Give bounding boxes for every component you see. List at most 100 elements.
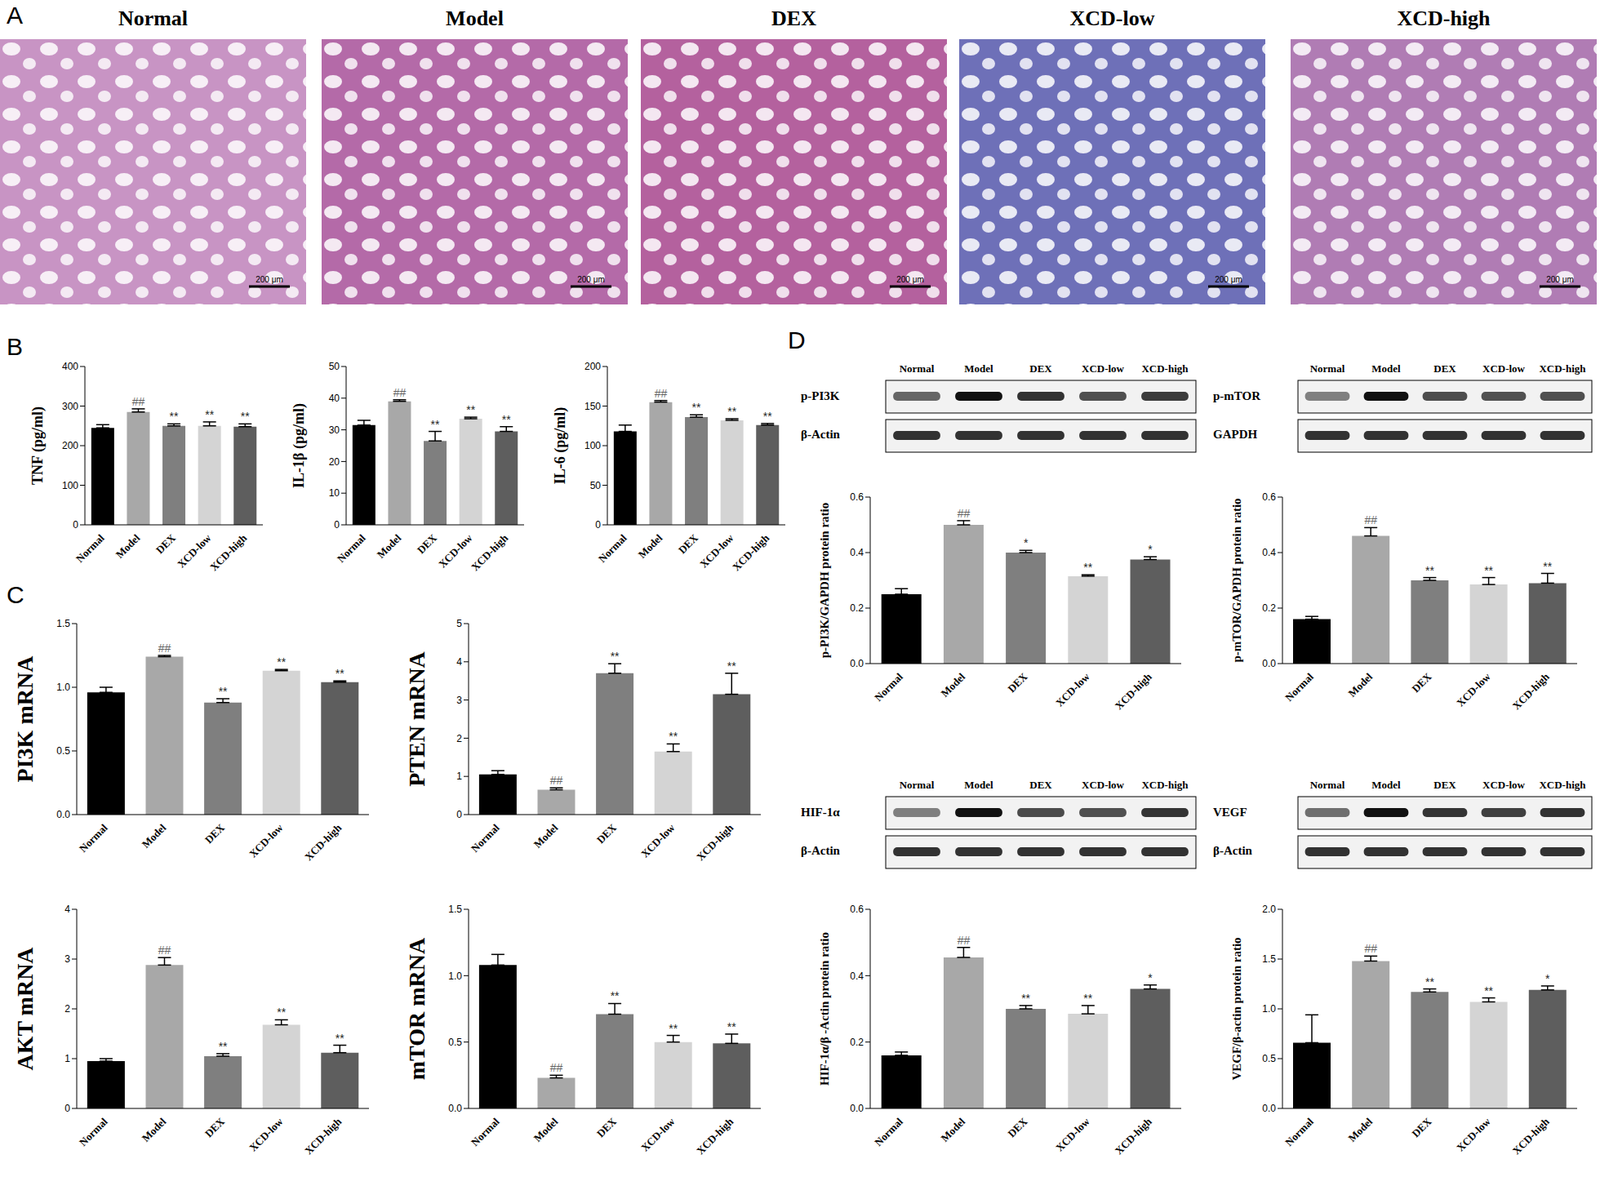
svg-text:TNF (pg/ml): TNF (pg/ml)	[29, 406, 47, 485]
svg-text:200 μm: 200 μm	[255, 275, 284, 285]
svg-text:Normal: Normal	[871, 1115, 906, 1149]
svg-text:100: 100	[584, 440, 601, 452]
svg-text:Normal: Normal	[76, 821, 111, 855]
svg-text:DEX: DEX	[1029, 778, 1053, 792]
svg-text:XCD-low: XCD-low	[246, 1115, 286, 1155]
svg-text:3: 3	[64, 953, 71, 965]
svg-text:##: ##	[132, 395, 146, 409]
svg-text:200 μm: 200 μm	[577, 275, 605, 285]
svg-text:0.5: 0.5	[56, 745, 71, 757]
svg-text:1.0: 1.0	[56, 681, 71, 694]
svg-text:DEX: DEX	[594, 821, 619, 846]
svg-text:Model: Model	[139, 821, 169, 851]
svg-text:XCD-high: XCD-high	[729, 531, 773, 574]
svg-text:400: 400	[62, 360, 79, 373]
svg-text:Normal: Normal	[1282, 670, 1316, 704]
svg-text:200: 200	[584, 360, 601, 373]
svg-text:4: 4	[456, 656, 463, 668]
svg-text:2: 2	[456, 733, 463, 745]
svg-text:Model: Model	[531, 1115, 561, 1145]
svg-text:Model: Model	[938, 670, 969, 700]
svg-text:4: 4	[64, 903, 71, 916]
svg-text:0.0: 0.0	[849, 657, 864, 670]
svg-text:50: 50	[328, 360, 341, 373]
svg-text:mTOR mRNA: mTOR mRNA	[404, 937, 430, 1080]
svg-text:200 μm: 200 μm	[896, 275, 925, 285]
svg-text:##: ##	[1364, 942, 1378, 956]
svg-text:XCD-high: XCD-high	[1510, 1115, 1553, 1158]
svg-text:XCD-high: XCD-high	[1141, 778, 1189, 792]
svg-text:Model: Model	[938, 1115, 969, 1145]
svg-text:0.0: 0.0	[448, 1102, 463, 1115]
svg-text:##: ##	[957, 933, 971, 947]
svg-text:*: *	[1147, 971, 1153, 985]
svg-text:Model: Model	[374, 531, 405, 561]
svg-text:DEX: DEX	[414, 531, 440, 556]
svg-text:XCD-low: XCD-low	[246, 821, 286, 861]
svg-text:XCD-low: XCD-low	[1453, 1115, 1494, 1155]
svg-text:**: **	[1083, 991, 1093, 1005]
svg-text:Normal: Normal	[899, 778, 935, 792]
svg-text:##: ##	[550, 1061, 564, 1075]
svg-text:XCD-high: XCD-high	[1538, 362, 1587, 375]
svg-text:2: 2	[64, 1003, 71, 1015]
svg-text:AKT mRNA: AKT mRNA	[12, 946, 38, 1072]
svg-text:XCD-low: XCD-low	[1482, 362, 1526, 375]
svg-text:200: 200	[62, 440, 79, 452]
svg-text:0.6: 0.6	[849, 491, 864, 503]
svg-text:**: **	[668, 1022, 678, 1036]
svg-text:Model: Model	[635, 531, 666, 561]
svg-text:**: **	[727, 659, 737, 673]
svg-text:1: 1	[64, 1053, 71, 1065]
svg-text:Model: Model	[964, 778, 994, 792]
svg-text:0.6: 0.6	[1262, 491, 1276, 503]
svg-text:0.5: 0.5	[448, 1036, 463, 1049]
svg-text:VEGF/β-actin protein ratio: VEGF/β-actin protein ratio	[1230, 937, 1244, 1080]
svg-text:PI3K mRNA: PI3K mRNA	[12, 655, 38, 783]
svg-text:DEX: DEX	[202, 821, 227, 846]
svg-text:**: **	[727, 1020, 737, 1034]
svg-text:0: 0	[456, 808, 463, 821]
svg-text:##: ##	[550, 773, 564, 787]
svg-text:DEX: DEX	[1408, 670, 1434, 695]
svg-text:p-mTOR/GAPDH protein ratio: p-mTOR/GAPDH protein ratio	[1230, 497, 1244, 663]
svg-text:*: *	[1147, 542, 1153, 556]
svg-text:Model: Model	[964, 362, 994, 375]
svg-text:**: **	[276, 1005, 286, 1019]
svg-text:β-Actin: β-Actin	[800, 844, 841, 858]
svg-text:**: **	[240, 409, 250, 423]
svg-text:Model: Model	[1346, 670, 1376, 700]
svg-text:1.0: 1.0	[1262, 1003, 1276, 1015]
svg-text:1.5: 1.5	[56, 617, 71, 630]
svg-text:150: 150	[584, 400, 601, 413]
svg-text:DEX: DEX	[1433, 778, 1457, 792]
svg-text:**: **	[431, 417, 440, 432]
svg-text:DEX: DEX	[1408, 1115, 1434, 1140]
svg-text:XCD-high: XCD-high	[1141, 362, 1189, 375]
svg-text:Normal: Normal	[468, 821, 503, 855]
svg-text:XCD-high: XCD-high	[1538, 778, 1587, 792]
svg-text:DEX: DEX	[594, 1115, 619, 1140]
svg-text:**: **	[668, 729, 678, 743]
svg-text:XCD-low: XCD-low	[638, 821, 678, 861]
svg-text:1.0: 1.0	[448, 970, 463, 983]
svg-text:XCD-low: XCD-low	[1453, 670, 1494, 710]
svg-text:DEX: DEX	[153, 531, 178, 556]
svg-text:Normal: Normal	[899, 362, 935, 375]
svg-text:XCD-high: XCD-high	[1112, 1115, 1156, 1158]
svg-text:XCD-high: XCD-high	[693, 821, 737, 864]
svg-text:20: 20	[328, 456, 341, 468]
svg-text:XCD-high: XCD-high	[1112, 670, 1156, 713]
svg-text:##: ##	[957, 506, 971, 520]
svg-text:0: 0	[333, 519, 340, 531]
svg-text:XCD-low: XCD-low	[1053, 1115, 1093, 1155]
svg-text:Normal: Normal	[73, 531, 107, 565]
svg-text:0.4: 0.4	[849, 970, 864, 983]
svg-text:Model: Model	[139, 1115, 169, 1145]
svg-text:**: **	[204, 408, 214, 422]
svg-text:0.0: 0.0	[1262, 1102, 1276, 1115]
svg-text:0.0: 0.0	[56, 808, 71, 821]
svg-text:Normal: Normal	[1310, 362, 1346, 375]
svg-text:XCD-low: XCD-low	[1053, 670, 1093, 710]
svg-text:0.6: 0.6	[849, 903, 864, 916]
